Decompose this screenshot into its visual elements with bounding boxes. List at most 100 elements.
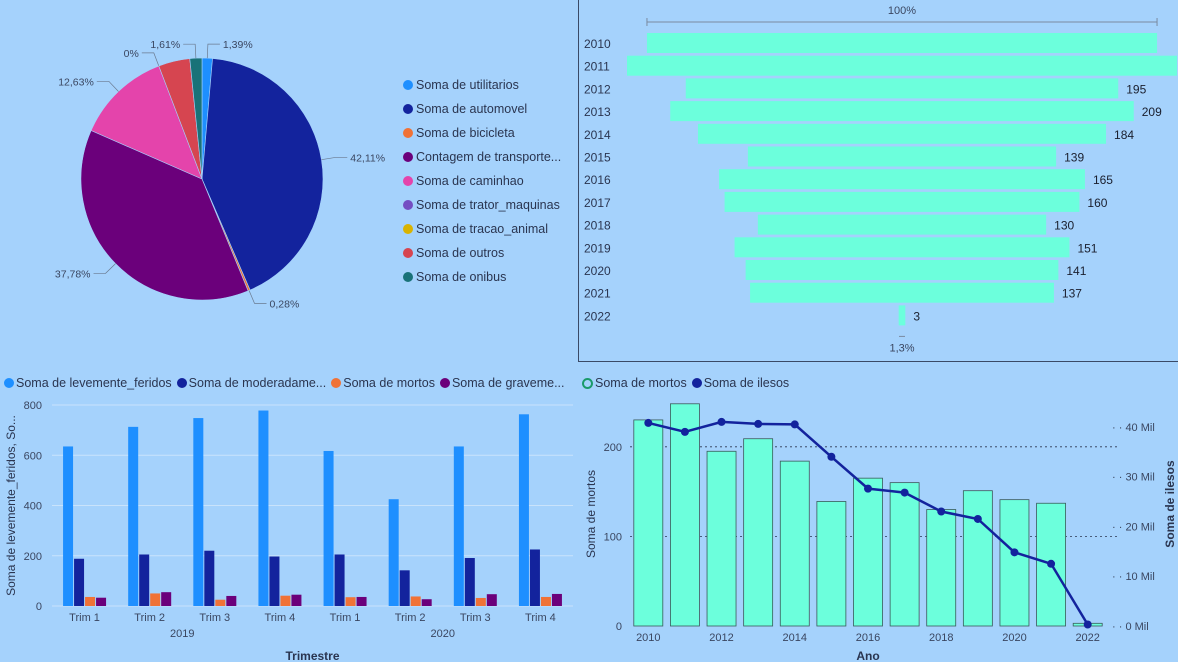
bar[interactable] bbox=[453, 446, 464, 606]
funnel-bar[interactable] bbox=[646, 33, 1158, 53]
bar[interactable] bbox=[128, 426, 139, 606]
funnel-bar[interactable] bbox=[697, 123, 1107, 144]
line-point[interactable] bbox=[1047, 559, 1056, 568]
funnel-bar[interactable] bbox=[747, 146, 1057, 167]
bar[interactable] bbox=[670, 403, 700, 627]
x-tick-label: 2022 bbox=[1075, 632, 1099, 644]
bar[interactable] bbox=[63, 446, 74, 606]
funnel-bar[interactable] bbox=[750, 282, 1054, 303]
bar[interactable] bbox=[161, 592, 172, 606]
bar[interactable] bbox=[926, 509, 957, 627]
line-point[interactable] bbox=[790, 420, 799, 429]
bar[interactable] bbox=[999, 499, 1030, 627]
pie-leader-line bbox=[141, 52, 160, 67]
bar[interactable] bbox=[150, 593, 161, 606]
bar[interactable] bbox=[85, 596, 96, 606]
bar[interactable] bbox=[204, 550, 215, 606]
pie-slice[interactable] bbox=[80, 130, 249, 301]
legend-dot-icon bbox=[331, 378, 342, 388]
bar[interactable] bbox=[399, 570, 410, 606]
funnel-bar[interactable] bbox=[719, 169, 1085, 190]
bar[interactable] bbox=[334, 554, 345, 606]
funnel-data-label: 139 bbox=[1064, 151, 1084, 165]
line-point[interactable] bbox=[644, 418, 653, 427]
bar[interactable] bbox=[743, 438, 774, 627]
legend-item: Soma de automovel bbox=[403, 97, 561, 121]
line-point[interactable] bbox=[937, 507, 946, 516]
line-point[interactable] bbox=[973, 514, 982, 523]
line-point[interactable] bbox=[1083, 620, 1092, 629]
combo-legend: Soma de mortos Soma de ilesos bbox=[582, 376, 794, 390]
bar[interactable] bbox=[258, 410, 269, 606]
bar[interactable] bbox=[410, 596, 421, 606]
funnel-bar[interactable] bbox=[734, 237, 1070, 258]
bar[interactable] bbox=[889, 482, 920, 627]
bar[interactable] bbox=[74, 558, 85, 606]
bar[interactable] bbox=[706, 450, 737, 627]
line-point[interactable] bbox=[717, 417, 726, 426]
pie-slice[interactable] bbox=[201, 58, 324, 291]
bar[interactable] bbox=[779, 460, 810, 627]
bar[interactable] bbox=[139, 554, 150, 606]
bars-legend: Soma de levemente_feridos Soma de moderad… bbox=[4, 376, 570, 390]
bar[interactable] bbox=[464, 558, 475, 606]
y2-tick-label: · · 30 Mil bbox=[1112, 472, 1155, 484]
funnel-bar[interactable] bbox=[670, 101, 1134, 122]
x-tick-label: 2012 bbox=[709, 632, 733, 644]
bar[interactable] bbox=[356, 596, 367, 606]
funnel-data-label: 151 bbox=[1077, 241, 1097, 255]
pie-data-label: 37,78% bbox=[55, 268, 91, 280]
line-point[interactable] bbox=[680, 427, 689, 436]
legend-label: Soma de moderadame... bbox=[188, 376, 327, 390]
line-point[interactable] bbox=[754, 419, 763, 428]
y-tick-label: 0 bbox=[36, 601, 42, 613]
bar[interactable] bbox=[551, 593, 562, 606]
y2-tick-label: · · 40 Mil bbox=[1112, 422, 1155, 434]
funnel-bar[interactable] bbox=[757, 214, 1047, 235]
bar[interactable] bbox=[518, 414, 529, 606]
bar[interactable] bbox=[280, 595, 291, 606]
bar[interactable] bbox=[853, 477, 883, 627]
bar[interactable] bbox=[540, 596, 551, 606]
funnel-bar[interactable] bbox=[898, 305, 906, 326]
bar[interactable] bbox=[816, 501, 847, 627]
bar[interactable] bbox=[388, 499, 399, 606]
line-point[interactable] bbox=[864, 484, 872, 493]
bar[interactable] bbox=[215, 599, 226, 606]
legend-dot-icon bbox=[691, 378, 702, 388]
funnel-bar[interactable] bbox=[627, 55, 1177, 76]
funnel-bar[interactable] bbox=[685, 78, 1119, 99]
bar[interactable] bbox=[323, 450, 334, 606]
legend-item: Soma de trator_maquinas bbox=[403, 193, 561, 217]
bar[interactable] bbox=[633, 419, 664, 627]
bar[interactable] bbox=[529, 549, 540, 606]
bar[interactable] bbox=[962, 490, 993, 627]
line-point[interactable] bbox=[827, 452, 836, 461]
bar[interactable] bbox=[269, 556, 280, 606]
bar[interactable] bbox=[486, 594, 497, 606]
y-tick-label: 200 bbox=[604, 442, 622, 454]
funnel-data-label: 160 bbox=[1087, 196, 1107, 210]
y-axis-title: Soma de mortos bbox=[584, 470, 598, 558]
legend-item: Soma de utilitarios bbox=[403, 73, 561, 97]
bar[interactable] bbox=[193, 418, 204, 606]
bar[interactable] bbox=[345, 597, 356, 606]
legend-label: Soma de tracao_animal bbox=[416, 222, 549, 236]
line-point[interactable] bbox=[900, 488, 909, 497]
pie-slice[interactable] bbox=[90, 65, 203, 180]
bar[interactable] bbox=[96, 597, 107, 606]
funnel-bar[interactable] bbox=[745, 260, 1059, 280]
funnel-bar[interactable] bbox=[724, 191, 1080, 212]
bar[interactable] bbox=[226, 595, 237, 606]
legend-dot-icon bbox=[403, 104, 413, 114]
legend-dot-icon bbox=[403, 272, 413, 282]
bar[interactable] bbox=[475, 597, 486, 606]
pie-leader-line bbox=[183, 43, 197, 59]
pie-slice[interactable] bbox=[189, 57, 203, 180]
line-point[interactable] bbox=[1010, 548, 1019, 557]
bar[interactable] bbox=[291, 594, 302, 606]
legend-item: Soma de onibus bbox=[403, 265, 561, 289]
funnel-data-label: 165 bbox=[1093, 173, 1113, 187]
legend-label: Soma de mortos bbox=[343, 376, 435, 390]
bar[interactable] bbox=[421, 599, 432, 606]
